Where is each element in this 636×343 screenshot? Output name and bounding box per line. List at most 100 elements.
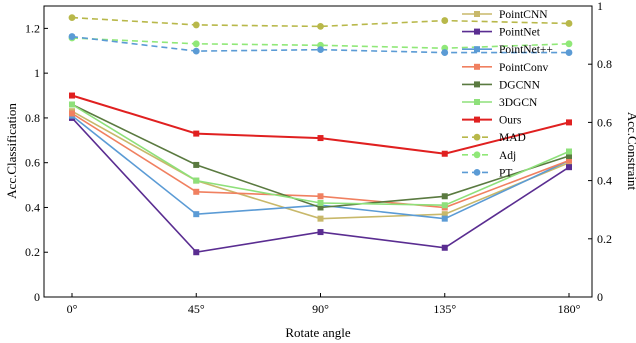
right-tick-label: 0.2 xyxy=(597,232,612,246)
legend-marker xyxy=(474,99,480,105)
data-point-3dgcn xyxy=(566,148,572,155)
data-point-ours xyxy=(317,135,324,142)
data-point-pointconv xyxy=(566,157,572,164)
data-point-mad xyxy=(565,20,573,27)
data-point-pointconv xyxy=(193,188,200,195)
data-point-pointnetplusplus xyxy=(441,215,448,222)
data-point-pointnet xyxy=(441,244,448,251)
legend-marker xyxy=(473,151,481,159)
data-point-pt xyxy=(565,49,573,56)
right-tick-label: 0.4 xyxy=(597,174,612,188)
series-line-adj xyxy=(71,37,570,50)
legend-marker xyxy=(474,46,480,53)
left-tick-label: 0.2 xyxy=(25,245,40,259)
data-point-ours xyxy=(193,130,200,137)
series-line-pt xyxy=(71,35,569,54)
data-point-adj xyxy=(565,40,573,48)
x-tick-label: 0° xyxy=(67,302,78,316)
legend-item-pointcnn: PointCNN xyxy=(462,9,548,21)
data-point-pointconv xyxy=(69,110,75,117)
right-tick-label: 0.8 xyxy=(597,57,612,71)
data-point-pointnet xyxy=(566,164,572,171)
right-tick-label: 0.6 xyxy=(597,115,612,129)
right-tick-label: 0 xyxy=(597,290,603,304)
legend-item-adj: Adj xyxy=(462,150,516,162)
legend-marker xyxy=(474,11,480,17)
left-axis-title: Acc.Classification xyxy=(4,103,19,199)
left-tick-label: 1.2 xyxy=(25,21,40,35)
legend-item-dgcnn: DGCNN xyxy=(462,79,541,91)
left-tick-label: 0.6 xyxy=(25,156,40,170)
series-pt xyxy=(68,33,573,56)
data-point-pointcnn xyxy=(441,211,448,218)
data-point-dgcnn xyxy=(566,152,572,159)
data-point-dgcnn xyxy=(441,193,448,200)
data-point-pointcnn xyxy=(317,215,324,222)
series-ours xyxy=(69,92,572,157)
legend-marker xyxy=(474,28,480,35)
data-point-mad xyxy=(192,21,200,29)
right-axis-title: Acc.Constraint xyxy=(625,112,636,191)
legend-marker xyxy=(474,116,480,123)
x-axis-ticks: 0° 45° 90° 135° 180° xyxy=(67,293,581,316)
x-axis-title: Rotate angle xyxy=(285,325,351,340)
left-tick-label: 0.8 xyxy=(25,111,40,125)
series-3dgcn xyxy=(69,101,572,209)
data-point-pt xyxy=(192,47,200,55)
data-point-3dgcn xyxy=(193,177,200,184)
series-line-mad xyxy=(71,16,570,28)
legend-item-pointnetplusplus: PointNet++ xyxy=(462,44,553,56)
data-point-mad xyxy=(317,22,324,30)
legend: PointCNN PointNet PointNet++ PointConv DGCNN… xyxy=(462,9,553,179)
data-point-pointnet xyxy=(193,249,200,256)
data-point-pointconv xyxy=(317,193,324,200)
legend-label: PointCNN xyxy=(499,9,548,21)
x-tick-label: 135° xyxy=(433,302,456,316)
data-point-dgcnn xyxy=(317,204,324,211)
legend-item-pt: PT xyxy=(462,167,512,179)
legend-label: PT xyxy=(499,167,512,179)
data-point-adj xyxy=(192,40,200,48)
left-tick-label: 0.4 xyxy=(25,200,40,214)
legend-label: DGCNN xyxy=(499,79,541,91)
legend-item-pointnet: PointNet xyxy=(462,27,541,39)
series-line-3dgcn xyxy=(71,103,570,207)
left-tick-label: 0 xyxy=(34,290,40,304)
data-point-ours xyxy=(441,150,448,157)
series-line-dgcnn xyxy=(71,103,570,209)
plot-frame xyxy=(43,5,593,298)
right-axis-ticks: 0 0.2 0.4 0.6 0.8 1 xyxy=(588,0,612,304)
data-point-mad xyxy=(441,17,449,24)
legend-label: MAD xyxy=(499,132,526,144)
right-tick-label: 1 xyxy=(597,0,603,13)
legend-item-pointconv: PointConv xyxy=(462,62,548,74)
legend-marker xyxy=(473,169,481,176)
data-point-pt xyxy=(68,33,76,40)
legend-item-3dgcn: 3DGCN xyxy=(462,97,538,109)
x-tick-label: 45° xyxy=(188,302,205,316)
legend-marker xyxy=(474,81,480,88)
legend-label: 3DGCN xyxy=(499,97,538,109)
data-point-3dgcn xyxy=(441,202,448,209)
data-point-ours xyxy=(69,92,75,99)
legend-marker xyxy=(473,133,481,141)
left-axis-ticks: 0 0.2 0.4 0.6 0.8 1 1.2 xyxy=(25,21,48,304)
data-point-3dgcn xyxy=(317,199,324,206)
data-point-pt xyxy=(441,49,449,56)
data-point-pointnet xyxy=(317,229,324,236)
legend-marker xyxy=(474,63,480,70)
data-point-mad xyxy=(68,14,76,22)
x-tick-label: 180° xyxy=(558,302,581,316)
legend-label: Adj xyxy=(499,150,516,162)
series-line-ours xyxy=(71,94,570,155)
data-point-3dgcn xyxy=(69,101,75,108)
series-layer xyxy=(68,14,573,256)
legend-label: PointNet++ xyxy=(499,44,553,56)
left-tick-label: 1 xyxy=(34,66,40,80)
x-tick-label: 90° xyxy=(312,302,329,316)
legend-label: Ours xyxy=(499,115,522,127)
data-point-dgcnn xyxy=(193,161,200,168)
legend-item-mad: MAD xyxy=(462,132,526,144)
data-point-pointnetplusplus xyxy=(193,211,200,218)
